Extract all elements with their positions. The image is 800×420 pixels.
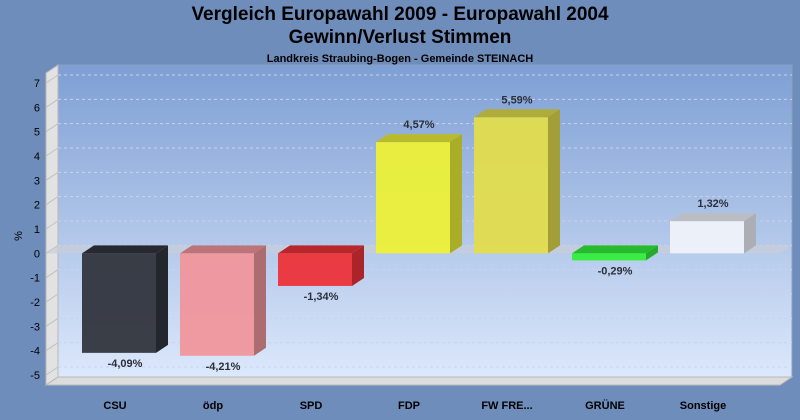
y-tick-label: 6 xyxy=(34,102,40,114)
y-tick-label: -1 xyxy=(30,273,40,285)
data-label: -1,34% xyxy=(304,291,339,303)
bar-top xyxy=(670,213,756,222)
gridline-side xyxy=(45,171,59,181)
bar-top xyxy=(376,134,462,143)
bar-side xyxy=(744,213,756,254)
chart-title: Vergleich Europawahl 2009 - Europawahl 2… xyxy=(191,4,609,25)
gridline-side xyxy=(45,147,59,157)
bar-side xyxy=(646,245,658,261)
gridline-side xyxy=(45,293,59,303)
bar-top xyxy=(278,245,364,254)
bar-side xyxy=(156,245,168,353)
x-tick-label: FDP xyxy=(398,400,420,412)
x-tick-label: CSU xyxy=(103,400,126,412)
y-tick-label: -4 xyxy=(30,346,40,358)
bar-front xyxy=(278,253,352,286)
x-tick-label: FW FRE... xyxy=(481,400,532,412)
data-label: 1,32% xyxy=(697,198,728,210)
chart-subtitle: Gewinn/Verlust Stimmen xyxy=(288,27,512,48)
gridline-side xyxy=(45,98,59,108)
bar-spd xyxy=(278,245,364,286)
gridline-side xyxy=(45,196,59,206)
bar-front xyxy=(180,253,254,356)
data-label: -4,21% xyxy=(206,361,241,373)
bar-top xyxy=(572,245,658,254)
gridline-side xyxy=(45,220,59,230)
x-tick-label: Sonstige xyxy=(680,400,726,412)
y-tick-label: 2 xyxy=(34,200,40,212)
data-label: -0,29% xyxy=(598,265,633,277)
x-tick-label: ödp xyxy=(203,400,223,412)
x-tick-label: SPD xyxy=(300,400,323,412)
y-tick-label: -5 xyxy=(30,370,40,382)
bar-csu xyxy=(82,245,168,353)
data-label: 5,59% xyxy=(501,94,532,106)
bar-side xyxy=(548,109,560,254)
gridline-side xyxy=(45,317,59,327)
bar-sonstige xyxy=(670,213,756,254)
bar-front xyxy=(82,253,156,353)
plot-floor xyxy=(44,376,794,386)
gridline-side xyxy=(45,342,59,352)
bar-side xyxy=(450,134,462,254)
bar-top xyxy=(474,109,560,118)
bar-side xyxy=(352,245,364,286)
y-tick-label: -2 xyxy=(30,297,40,309)
y-tick-label: 5 xyxy=(34,127,40,139)
bar-front xyxy=(670,221,744,254)
y-tick-label: 0 xyxy=(34,248,40,260)
bar-side xyxy=(254,245,266,356)
y-tick-label: -3 xyxy=(30,321,40,333)
bar-ödp xyxy=(180,245,266,356)
y-axis-label: % xyxy=(13,231,25,241)
y-tick-label: 3 xyxy=(34,175,40,187)
gridline-side xyxy=(45,123,59,133)
y-tick-label: 1 xyxy=(34,224,40,236)
gridline-side xyxy=(45,269,59,279)
bar-fw-fre- xyxy=(474,109,560,254)
chart-caption: Landkreis Straubing-Bogen - Gemeinde STE… xyxy=(266,53,534,65)
bar-front xyxy=(572,253,646,261)
bar-top xyxy=(180,245,266,254)
data-label: -4,09% xyxy=(108,358,143,370)
data-label: 4,57% xyxy=(403,119,434,131)
y-tick-label: 7 xyxy=(34,78,40,90)
y-tick-label: 4 xyxy=(34,151,40,163)
bar-top xyxy=(82,245,168,254)
gridline-side xyxy=(45,366,59,376)
x-tick-label: GRÜNE xyxy=(585,399,625,412)
gridline-side xyxy=(45,74,59,84)
bar-fdp xyxy=(376,134,462,254)
bar-front xyxy=(474,117,548,254)
bar-grüne xyxy=(572,245,658,261)
bar-front xyxy=(376,142,450,254)
